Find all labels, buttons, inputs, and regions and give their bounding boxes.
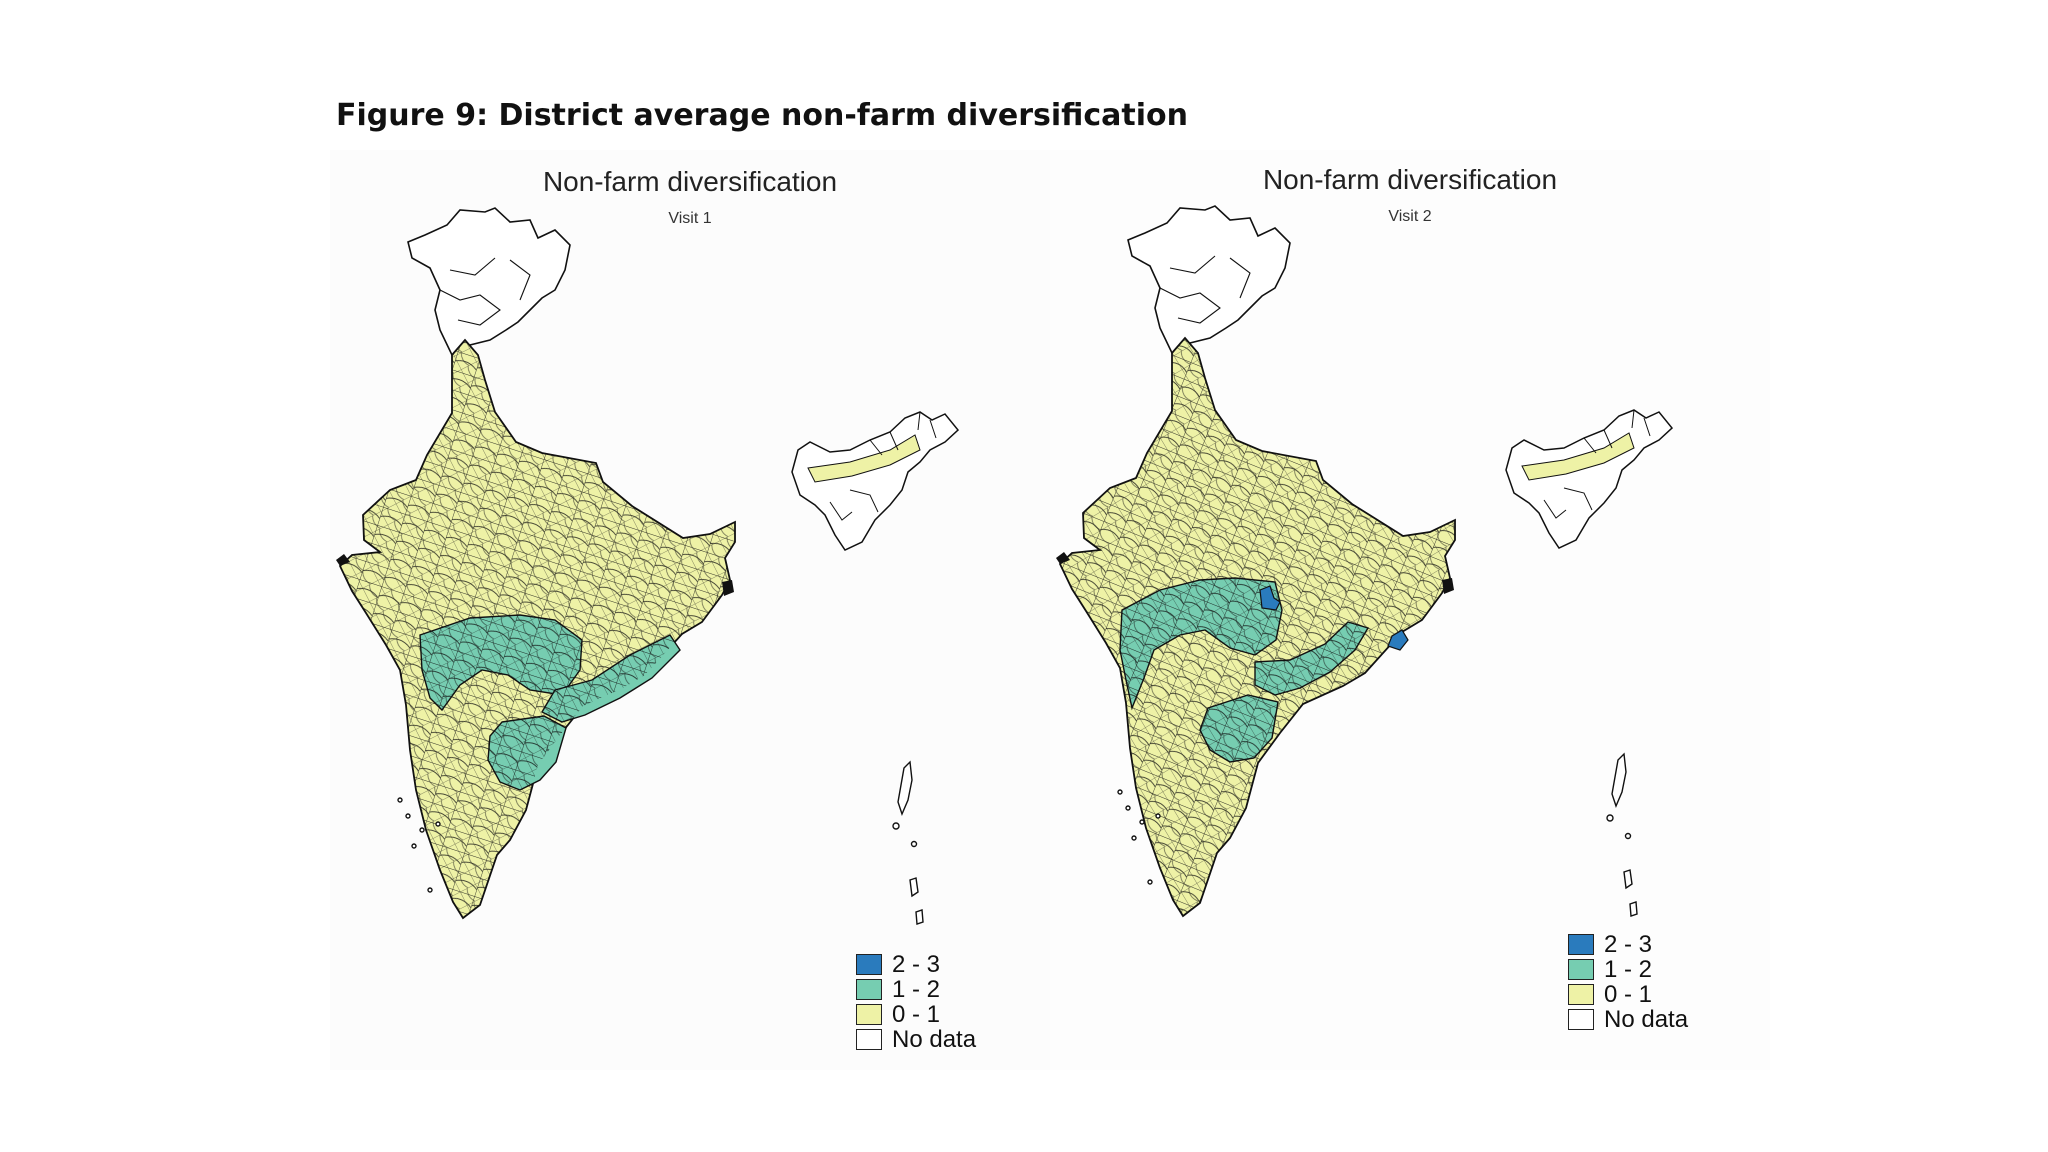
legend-swatch (1568, 984, 1594, 1005)
india-district-map (336, 207, 960, 925)
legend-label: 0 - 1 (892, 1001, 941, 1028)
legend-swatch (1568, 1009, 1594, 1030)
legend-swatch (1568, 934, 1594, 955)
legend-label: 0 - 1 (1604, 981, 1653, 1008)
legend-label: 2 - 3 (892, 951, 941, 978)
legend-swatch (1568, 959, 1594, 980)
legend-label: 1 - 2 (892, 976, 941, 1003)
legend-item: No data (1568, 1007, 1688, 1032)
india-district-map (1056, 205, 1674, 918)
map-title: Non-farm diversification (1262, 164, 1558, 195)
map-panel-visit-2: Non-farm diversification Visit 2 (1050, 150, 1770, 1070)
map-panel-visit-1: Non-farm diversification Visit 1 (330, 150, 1050, 1070)
map-legend: 2 - 3 1 - 2 0 - 1 No data (856, 952, 976, 1052)
legend-label: No data (892, 1026, 977, 1053)
legend-item: No data (856, 1027, 976, 1052)
map-title: Non-farm diversification (542, 166, 838, 197)
map-subtitle: Visit 2 (1388, 208, 1432, 225)
legend-swatch (856, 954, 882, 975)
legend-item: 1 - 2 (1568, 957, 1688, 982)
legend-swatch (856, 979, 882, 1000)
map-subtitle: Visit 1 (668, 210, 712, 227)
legend-label: No data (1604, 1006, 1689, 1033)
figure-title: Figure 9: District average non-farm dive… (336, 98, 1189, 133)
legend-label: 1 - 2 (1604, 956, 1653, 983)
legend-swatch (856, 1004, 882, 1025)
legend-item: 0 - 1 (856, 1002, 976, 1027)
region-islands (1117, 752, 1638, 917)
legend-item: 1 - 2 (856, 977, 976, 1002)
region-hotspot-west (1259, 585, 1281, 611)
legend-swatch (856, 1029, 882, 1050)
region-north-kashmir (1127, 205, 1291, 355)
region-hotspot-east (1387, 629, 1409, 651)
region-north-kashmir (407, 207, 571, 357)
legend-item: 0 - 1 (1568, 982, 1688, 1007)
region-islands (397, 760, 924, 925)
map-legend: 2 - 3 1 - 2 0 - 1 No data (1568, 932, 1688, 1032)
legend-label: 2 - 3 (1604, 931, 1653, 958)
legend-item: 2 - 3 (856, 952, 976, 977)
legend-item: 2 - 3 (1568, 932, 1688, 957)
